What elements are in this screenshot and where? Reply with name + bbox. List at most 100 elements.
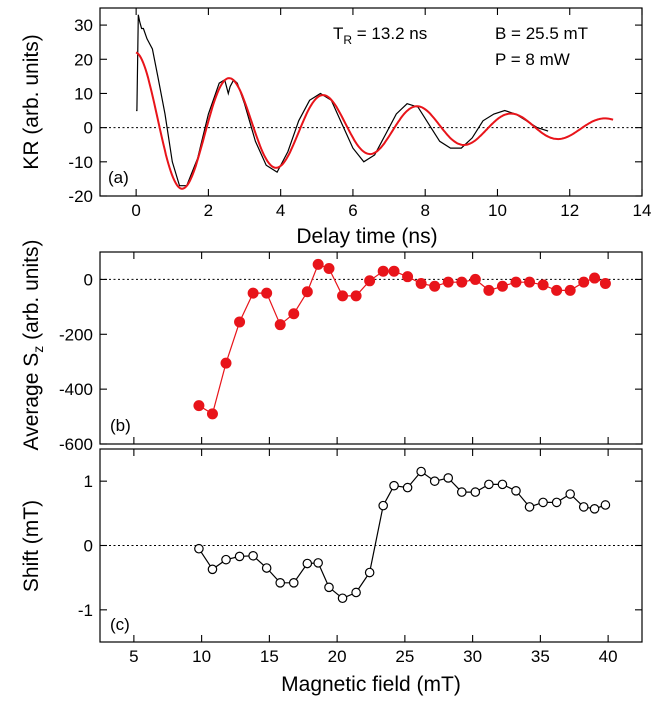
data-point <box>261 563 272 573</box>
panel-b-frame <box>99 251 643 445</box>
x-tick-label: 8 <box>420 201 429 220</box>
data-point <box>565 489 575 499</box>
x-tick-label: 5 <box>129 647 138 666</box>
x-tick-label: 2 <box>204 201 213 220</box>
data-point <box>600 500 611 510</box>
data-point <box>274 319 286 331</box>
data-point <box>524 502 535 512</box>
data-point <box>564 284 576 296</box>
y-tick-label: 0 <box>84 119 93 138</box>
data-point <box>194 543 204 554</box>
panel-b-ticks: -600 -400 -200 0 <box>59 252 642 454</box>
data-point <box>483 284 495 296</box>
data-point <box>470 487 481 497</box>
y-tick-label: 1 <box>84 472 93 491</box>
x-tick-label: 25 <box>395 647 414 666</box>
data-point <box>234 316 246 328</box>
data-point <box>443 473 454 483</box>
x-tick-label: 14 <box>633 201 652 220</box>
x-tick-label: 10 <box>192 647 211 666</box>
panel-a-frame <box>99 7 643 197</box>
y-tick-label: -10 <box>68 153 93 172</box>
data-point <box>301 286 313 298</box>
data-point <box>337 593 348 604</box>
panel-a-kerr-rotation: 0 2 4 6 8 10 12 14 -20 -10 0 10 20 30 (a) TR = 13.2 n… <box>20 7 652 248</box>
y-tick-label: -400 <box>59 380 93 399</box>
panel-b-average-spin: -600 -400 -200 0 (b) Average Sz (arb. units… <box>20 240 643 454</box>
data-point <box>496 280 508 292</box>
x-tick-label: 0 <box>131 201 140 220</box>
y-tick-label: -20 <box>68 187 93 206</box>
data-point <box>578 276 590 288</box>
data-point <box>275 578 286 588</box>
data-point <box>524 276 536 288</box>
data-point <box>578 502 589 512</box>
tr-subscript: R <box>343 33 352 47</box>
tr-value: = 13.2 ns <box>352 24 427 43</box>
data-point <box>234 551 245 562</box>
panel-a-y-axis-title: KR (arb. units) <box>20 34 43 169</box>
data-point <box>364 275 376 287</box>
x-tick-label: 30 <box>463 647 482 666</box>
data-point <box>497 479 508 490</box>
x-tick-label: 15 <box>260 647 279 666</box>
data-point <box>551 284 563 296</box>
data-point <box>247 287 259 299</box>
data-point <box>350 290 362 302</box>
data-point <box>456 487 467 497</box>
x-tick-label: 10 <box>488 201 507 220</box>
data-point <box>599 278 611 290</box>
data-point <box>351 587 361 598</box>
data-point <box>402 271 414 283</box>
average-s-text: Average S <box>20 353 43 451</box>
data-point <box>337 290 349 302</box>
panel-a-label: (a) <box>108 168 129 187</box>
data-point <box>469 273 481 285</box>
panel-c-shift: 5 10 15 20 25 30 35 40 -1 0 1 (c) Shift (mT) Magne… <box>20 448 643 696</box>
data-point <box>288 578 299 588</box>
magnetic-field-annotation: B = 25.5 mT <box>495 24 588 43</box>
data-point <box>207 564 218 575</box>
panel-a-measured-trace <box>136 14 549 187</box>
data-point <box>456 276 468 288</box>
x-tick-label: 4 <box>276 201 285 220</box>
x-tick-label: 6 <box>348 201 357 220</box>
data-point <box>193 400 205 412</box>
x-tick-label: 20 <box>328 647 347 666</box>
power-annotation: P = 8 mW <box>495 50 570 69</box>
x-tick-label: 40 <box>599 647 618 666</box>
data-point <box>589 272 601 284</box>
y-tick-label: -600 <box>59 435 93 454</box>
y-tick-label: 20 <box>74 50 93 69</box>
data-point <box>323 262 335 274</box>
panel-a-fit-curve <box>135 51 614 190</box>
panel-c-y-axis-title: Shift (mT) <box>20 500 43 592</box>
data-point <box>378 500 388 511</box>
data-point <box>510 276 522 288</box>
data-point <box>429 476 440 486</box>
data-point <box>551 497 562 508</box>
data-point <box>261 287 273 299</box>
data-point <box>537 279 549 291</box>
panel-a-x-axis-title: Delay time (ns) <box>296 225 437 248</box>
data-point <box>312 258 324 270</box>
y-tick-label: 0 <box>84 537 93 556</box>
x-tick-label: 12 <box>560 201 579 220</box>
tr-symbol: T <box>333 24 343 43</box>
y-tick-label: 0 <box>84 270 93 289</box>
x-tick-label: 35 <box>531 647 550 666</box>
data-point <box>389 480 399 491</box>
data-point <box>442 276 454 288</box>
data-point <box>220 357 232 369</box>
data-point <box>302 558 313 569</box>
data-point <box>415 278 427 290</box>
data-point <box>538 497 548 508</box>
data-point <box>402 482 413 493</box>
panel-b-y-axis-title: Average Sz (arb. units) <box>20 240 46 451</box>
data-point <box>377 265 389 277</box>
y-tick-label: -1 <box>78 601 93 620</box>
data-point <box>248 550 258 561</box>
y-tick-label: -200 <box>59 325 93 344</box>
panel-c-x-axis-title: Magnetic field (mT) <box>281 673 461 696</box>
